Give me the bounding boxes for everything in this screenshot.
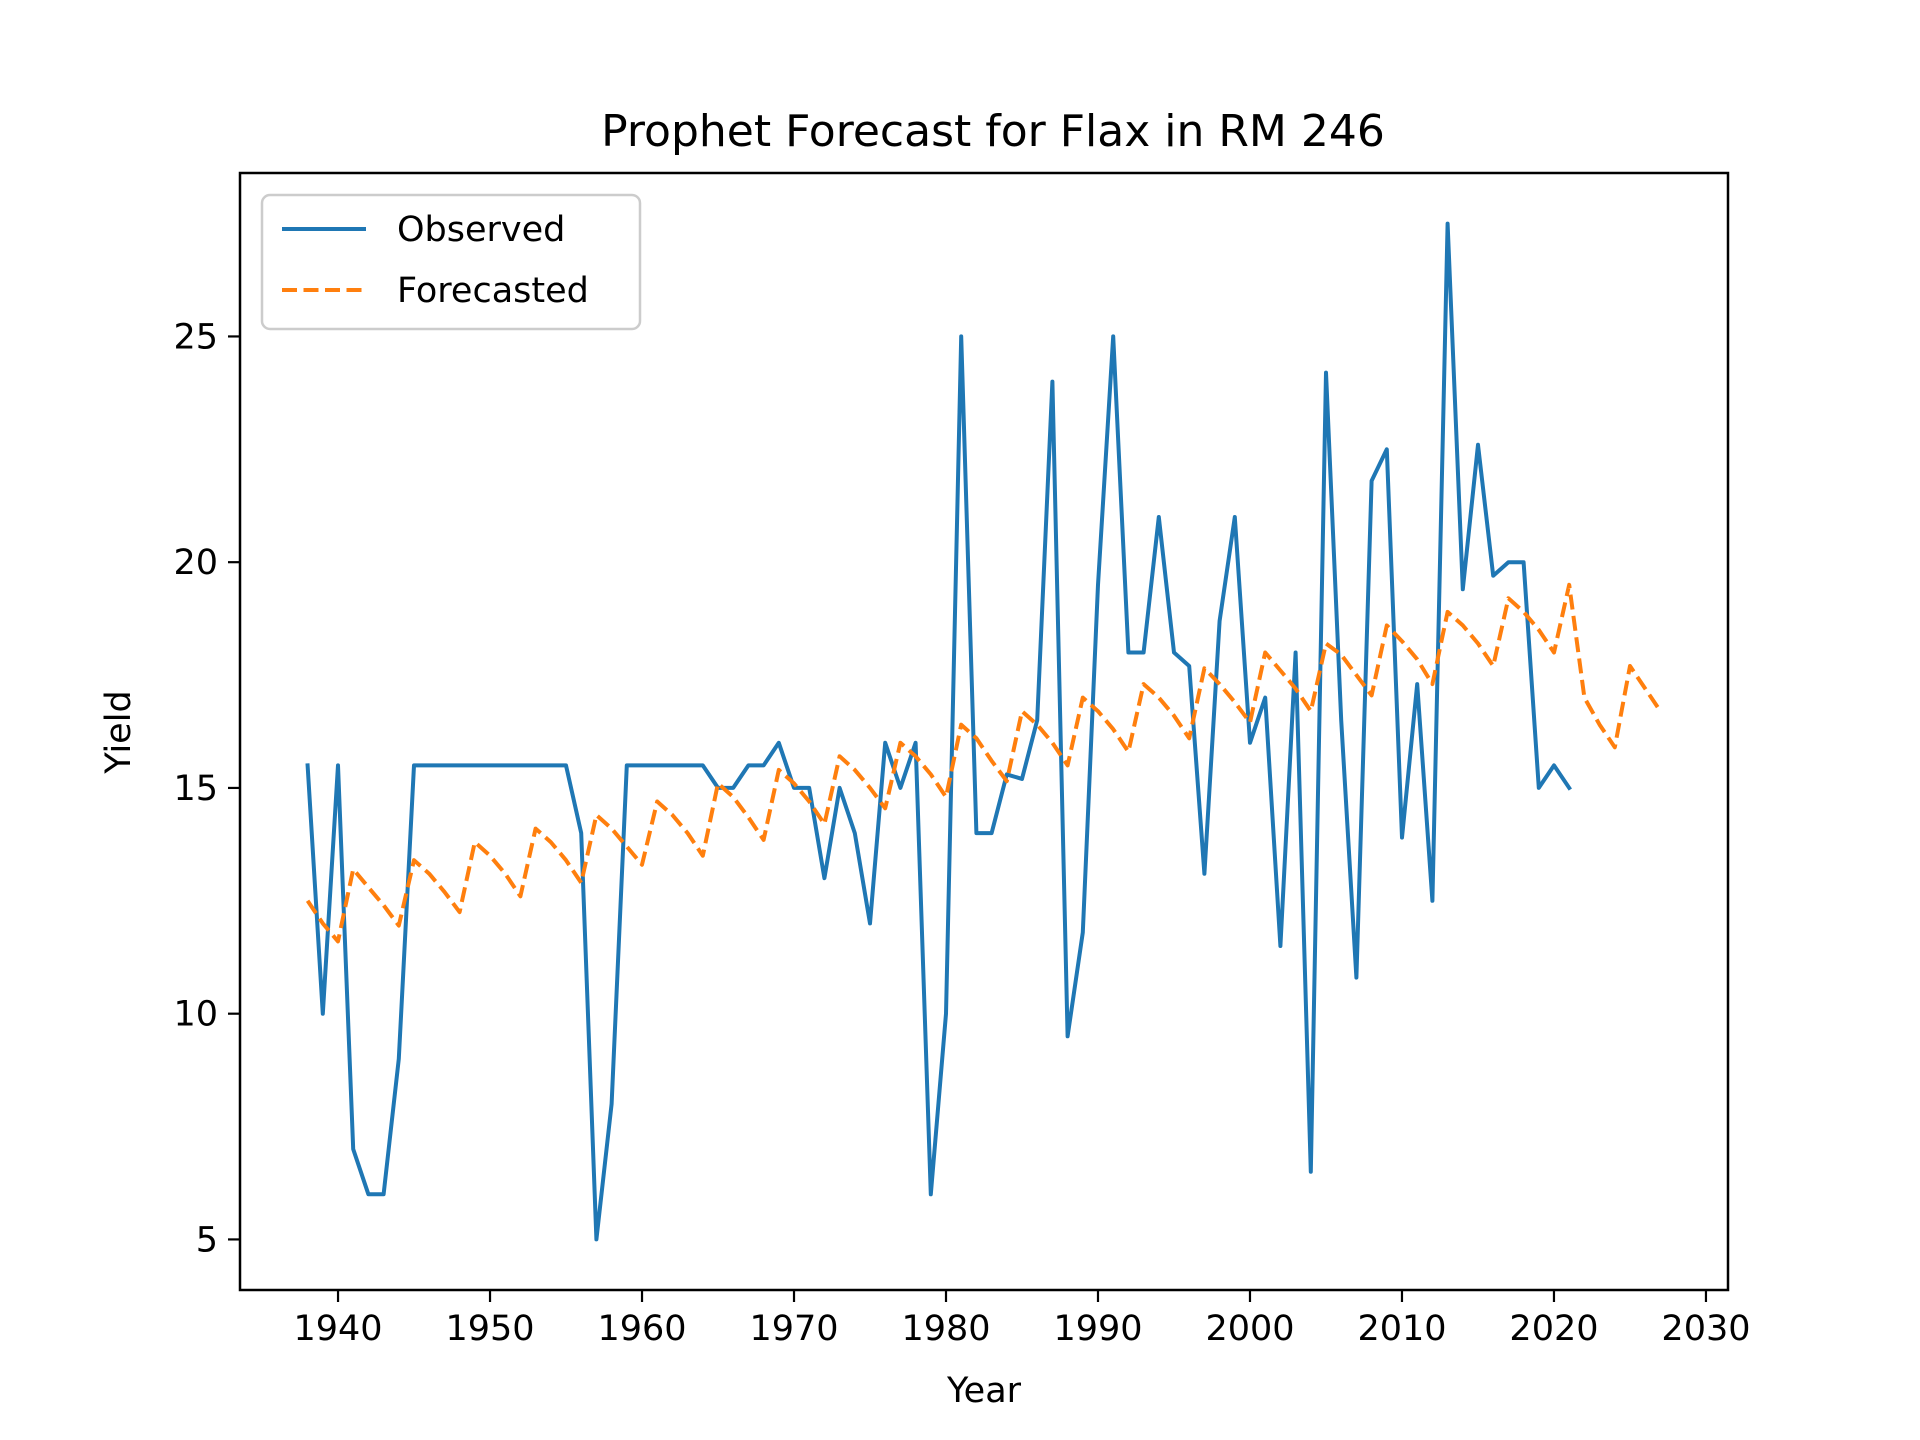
y-tick-label: 15 bbox=[173, 769, 218, 809]
legend-label-observed: Observed bbox=[397, 210, 565, 250]
x-tick-label: 1940 bbox=[293, 1309, 382, 1349]
x-tick-label: 2020 bbox=[1509, 1309, 1598, 1349]
y-tick-label: 10 bbox=[173, 995, 218, 1035]
chart-title: Prophet Forecast for Flax in RM 246 bbox=[601, 106, 1385, 157]
x-tick-label: 1980 bbox=[901, 1309, 990, 1349]
x-tick-label: 2030 bbox=[1661, 1309, 1750, 1349]
x-tick-label: 1990 bbox=[1053, 1309, 1142, 1349]
x-tick-label: 2000 bbox=[1205, 1309, 1294, 1349]
y-tick-label: 25 bbox=[173, 317, 218, 357]
x-tick-label: 1970 bbox=[749, 1309, 838, 1349]
x-axis: 1940 1950 1960 1970 1980 1990 2000 2010 2020 2030 bbox=[293, 1290, 1751, 1349]
y-axis-label: Yield bbox=[99, 690, 139, 774]
series-layer bbox=[305, 221, 1663, 1242]
x-tick-label: 2010 bbox=[1357, 1309, 1446, 1349]
x-tick-label: 1950 bbox=[445, 1309, 534, 1349]
series-line-forecasted bbox=[305, 582, 1663, 944]
legend: Observed Forecasted bbox=[260, 193, 642, 331]
series-line-observed bbox=[305, 221, 1572, 1242]
legend-label-forecasted: Forecasted bbox=[397, 271, 589, 311]
plot-area-frame bbox=[238, 171, 1730, 1292]
y-axis: 5 10 15 20 25 bbox=[173, 317, 240, 1260]
y-tick-label: 20 bbox=[173, 543, 218, 583]
x-axis-label: Year bbox=[946, 1371, 1022, 1411]
x-tick-label: 1960 bbox=[597, 1309, 686, 1349]
y-tick-label: 5 bbox=[196, 1220, 218, 1260]
